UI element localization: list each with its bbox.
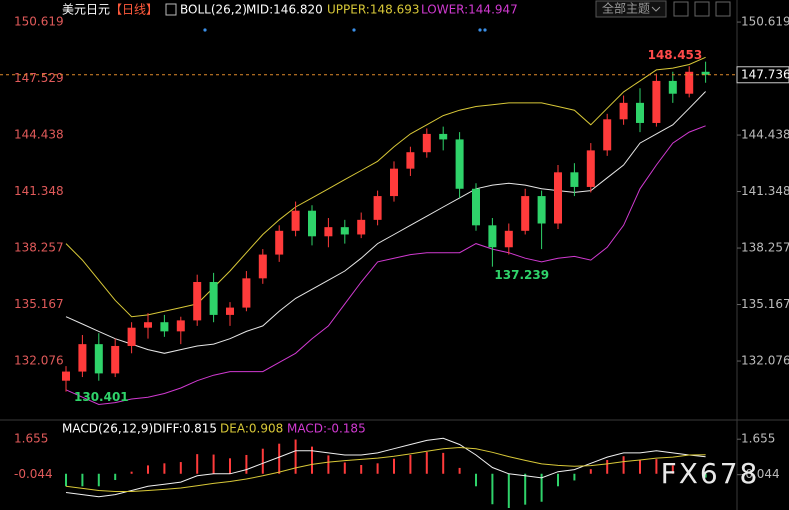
candle-body: [357, 219, 366, 235]
macd-indicator: MACD(26,12,9): [62, 422, 153, 436]
indicator: BOLL(26,2): [180, 3, 247, 17]
y-tick-label-right: 150.619: [741, 15, 789, 29]
macd-line: [65, 437, 706, 498]
candle-body: [504, 230, 513, 248]
candle-body: [176, 320, 185, 332]
symbol: 美元日元: [62, 3, 110, 17]
candle-body: [636, 102, 644, 123]
y-tick-label-right: 1.655: [741, 432, 775, 446]
y-tick-label-left: -0.044: [14, 467, 53, 481]
candle-body: [472, 188, 480, 226]
candle-body: [226, 307, 234, 315]
boll-line: [65, 91, 706, 354]
candle-body: [422, 133, 431, 153]
macd-label: MACD:-0.185: [287, 422, 366, 436]
candle-body: [242, 278, 251, 308]
boll-line: [65, 125, 706, 406]
y-tick-label-left: 1.655: [14, 432, 48, 446]
candle-body: [127, 327, 136, 346]
candle-body: [455, 139, 464, 189]
candle-body: [291, 210, 300, 231]
candle-body: [586, 150, 595, 187]
candle-body: [554, 172, 562, 224]
dea-label: DEA:0.908: [220, 422, 283, 436]
y-tick-label-right: 144.438: [741, 128, 789, 142]
theme-button[interactable]: [595, 0, 667, 18]
candle-body: [390, 168, 398, 197]
y-tick-label-right: 141.348: [741, 184, 789, 198]
candle-body: [324, 227, 333, 237]
high-annotation: 148.453: [648, 48, 703, 62]
candle-body: [668, 80, 677, 94]
candle-body: [144, 322, 152, 328]
candle-body: [193, 281, 202, 321]
diff-label: DIFF:0.815: [153, 422, 217, 436]
candle-body: [603, 119, 612, 151]
watermark: FX678: [661, 457, 760, 490]
last-price-box: [736, 66, 789, 84]
candle-body: [439, 133, 448, 140]
candle-body: [537, 196, 546, 224]
y-tick-label-left: 150.619: [14, 15, 64, 29]
y-tick-label-left: 147.529: [14, 71, 64, 85]
candle-body: [62, 371, 70, 381]
tool-button[interactable]: [673, 1, 689, 17]
mid-label: MID:146.820: [246, 3, 323, 17]
candle-body: [160, 322, 169, 332]
event-dot: [352, 28, 356, 32]
last-price-label: 147.736: [741, 67, 789, 81]
low-annotation: 130.401: [74, 390, 129, 404]
dropdown-arrow: [651, 6, 661, 12]
y-tick-label-left: 135.167: [14, 297, 64, 311]
candle-body: [258, 254, 267, 279]
candle-body: [652, 80, 661, 123]
candle-body: [570, 172, 579, 187]
candle-body: [275, 230, 284, 255]
y-tick-label-right: 138.257: [741, 241, 789, 255]
candle-body: [685, 71, 694, 94]
event-dot: [203, 28, 207, 32]
boll-line: [65, 56, 706, 318]
candle-body: [619, 102, 628, 120]
candle-body: [701, 71, 710, 75]
candle-body: [488, 225, 497, 248]
event-dot: [483, 28, 487, 32]
y-tick-label-right: 132.076: [741, 354, 789, 368]
indicator-icon[interactable]: [165, 3, 177, 16]
candle-body: [406, 152, 415, 169]
candle-body: [94, 344, 103, 374]
candle-body: [111, 345, 120, 374]
candle-body: [340, 227, 349, 235]
low-annotation: 137.239: [494, 268, 549, 282]
y-tick-label-left: 138.257: [14, 241, 64, 255]
candle-body: [78, 344, 87, 372]
candle-body: [521, 196, 530, 231]
upper-label: UPPER:148.693: [327, 3, 419, 17]
theme-button-label: 全部主题: [602, 1, 650, 16]
y-tick-label-left: 144.438: [14, 128, 64, 142]
event-dot: [478, 28, 482, 32]
candle-body: [308, 210, 316, 237]
tool-button[interactable]: [694, 1, 710, 17]
lower-label: LOWER:144.947: [421, 3, 518, 17]
y-tick-label-left: 132.076: [14, 354, 64, 368]
y-tick-label-right: 135.167: [741, 297, 789, 311]
period: 【日线】: [110, 3, 158, 17]
y-tick-label-right: -0.044: [741, 467, 780, 481]
candle-body: [373, 196, 382, 220]
candle-body: [209, 281, 218, 315]
macd-line: [65, 446, 706, 492]
y-tick-label-left: 141.348: [14, 184, 64, 198]
tool-button[interactable]: [715, 1, 731, 17]
